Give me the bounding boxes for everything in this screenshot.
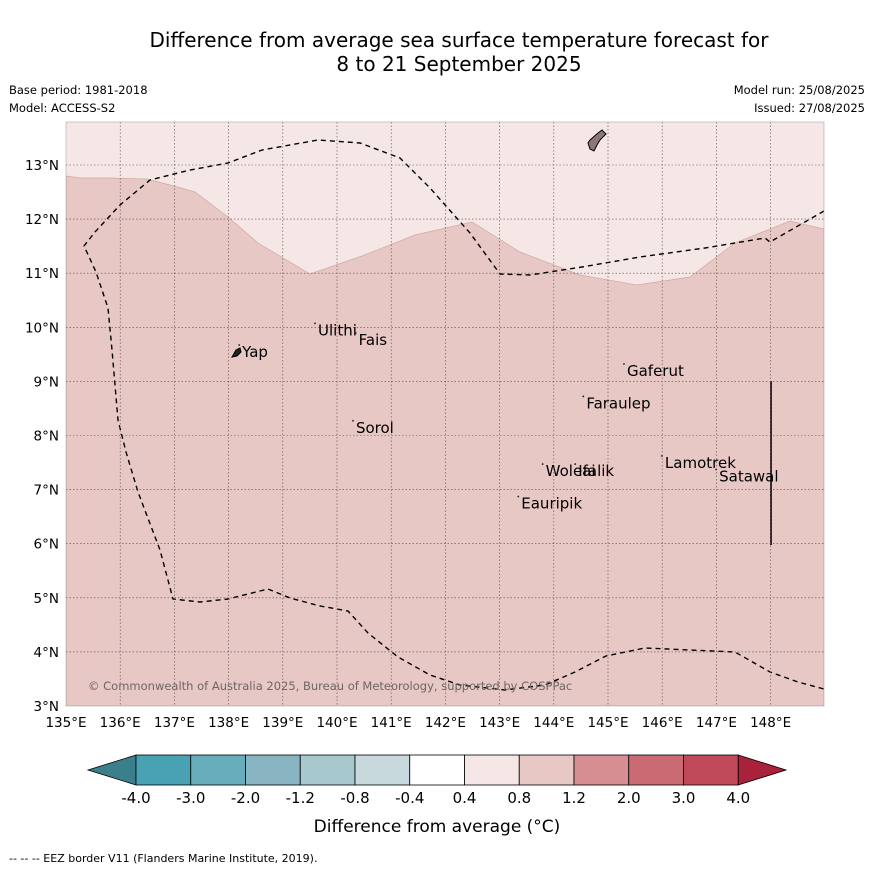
place-label-gaferut: Gaferut [627,362,684,380]
y-tick-label: 9°N [34,374,59,390]
footnote: -- -- -- EEZ border V11 (Flanders Marine… [9,852,318,865]
colorbar-segment [245,754,301,786]
colorbar-tick-label: 1.2 [562,789,586,807]
copyright-text: © Commonwealth of Australia 2025, Bureau… [88,679,572,693]
colorbar-segment [683,754,739,786]
island-marker [574,463,577,465]
y-tick-label: 11°N [25,266,59,282]
place-label-lamotrek: Lamotrek [665,454,736,472]
colorbar-extend-low [86,754,137,786]
colorbar-segment [354,754,411,786]
colorbar-tick-label: -3.0 [176,789,205,807]
x-tick-label: 137°E [154,715,195,731]
y-tick-label: 3°N [34,699,59,715]
colorbar-tick-label: 2.0 [617,789,641,807]
x-tick-label: 147°E [696,715,737,731]
x-tick-label: 140°E [316,715,357,731]
colorbar: -4.0 -3.0 -2.0 -1.2 -0.8 -0.4 0.4 0.8 1.2 2.0 3.0 4… [86,754,788,807]
x-tick-label: 139°E [262,715,303,731]
colorbar-tick-label: 0.4 [453,789,477,807]
place-label-faraulep: Faraulep [586,394,650,412]
graticule [66,122,824,706]
eez-border-line [83,139,824,691]
y-tick-label: 12°N [25,212,59,228]
x-tick-label: 141°E [371,715,412,731]
colorbar-segment [518,754,575,786]
map-title: Difference from average sea surface temp… [0,28,873,76]
colorbar-tick-label: -2.0 [231,789,260,807]
island-marker [582,395,585,398]
colorbar-segment [135,754,192,786]
place-label-satawal: Satawal [719,467,778,485]
island-marker [352,419,354,422]
colorbar-tick-label: -4.0 [121,789,150,807]
place-label-yap: Yap [241,343,268,361]
colorbar-segment [409,754,465,786]
title-line-1: Difference from average sea surface temp… [149,28,769,52]
place-label-ulithi: Ulithi [318,321,357,339]
colorbar-segment [628,754,684,786]
place-label-fais: Fais [359,331,388,349]
meta-left: Base period: 1981-2018 Model: ACCESS-S2 [9,81,148,117]
y-tick-label: 4°N [34,645,59,661]
meta-right: Model run: 25/08/2025 Issued: 27/08/2025 [734,81,865,117]
island-marker [623,363,625,365]
x-tick-label: 145°E [587,715,628,731]
island-marker [314,322,316,325]
x-tick-label: 136°E [100,715,141,731]
colorbar-tick-label: -0.4 [395,789,424,807]
base-period: Base period: 1981-2018 [9,83,148,97]
axis-tick-labels: 135°E 136°E 137°E 138°E 139°E 140°E 141°E 142°E… [25,158,791,731]
yap-island-shape [231,347,242,358]
anomaly-band-0.8-1.2 [66,175,824,706]
issued-date: Issued: 27/08/2025 [754,101,865,115]
x-tick-label: 144°E [533,715,574,731]
model-run: Model run: 25/08/2025 [733,83,865,97]
x-tick-label: 143°E [479,715,520,731]
colorbar-extend-high [737,754,788,786]
y-tick-label: 13°N [25,158,59,174]
colorbar-segment [464,754,520,786]
colorbar-label: Difference from average (°C) [314,817,561,837]
place-label-ifalik: Ifalik [578,462,614,480]
y-tick-label: 5°N [34,591,59,607]
x-tick-label: 135°E [45,715,86,731]
place-label-woleai: Woleai [546,462,596,480]
island-marker [715,468,718,471]
colorbar-tick-label: 0.8 [507,789,531,807]
island-marker [541,463,544,465]
colorbar-tick-label: -0.8 [340,789,369,807]
island-marker [517,495,520,498]
model-name: Model: ACCESS-S2 [9,101,116,115]
colorbar-tick-label: 3.0 [672,789,696,807]
x-tick-label: 146°E [642,715,683,731]
place-label-eauripik: Eauripik [521,495,582,513]
x-tick-label: 142°E [425,715,466,731]
y-tick-label: 6°N [34,537,59,553]
island-marker [238,344,241,346]
colorbar-segment [190,754,246,786]
x-tick-label: 148°E [750,715,791,731]
colorbar-tick-label: 4.0 [726,789,750,807]
island-marker [354,332,357,335]
y-tick-label: 10°N [25,320,59,336]
guam-island-shape [587,129,607,152]
title-line-2: 8 to 21 September 2025 [336,52,582,76]
y-tick-label: 7°N [34,483,59,499]
y-tick-label: 8°N [34,429,59,445]
island-marker [661,455,663,457]
colorbar-segment [299,754,356,786]
colorbar-tick-label: -1.2 [286,789,315,807]
colorbar-segment [573,754,630,786]
x-tick-label: 138°E [208,715,249,731]
place-label-sorol: Sorol [356,419,394,437]
